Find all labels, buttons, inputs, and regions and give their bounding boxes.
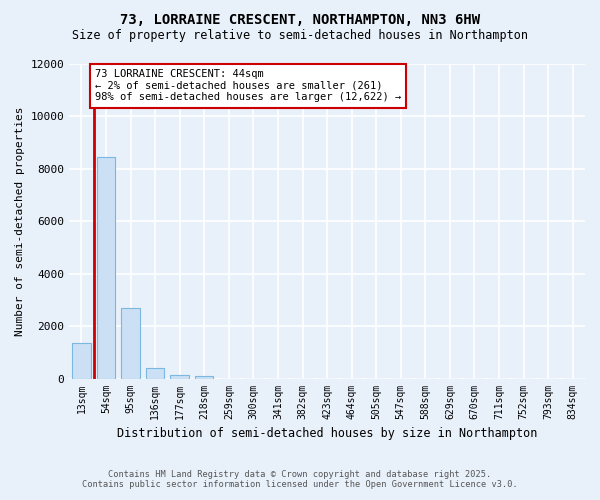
Text: 73, LORRAINE CRESCENT, NORTHAMPTON, NN3 6HW: 73, LORRAINE CRESCENT, NORTHAMPTON, NN3 … [120, 12, 480, 26]
Text: Size of property relative to semi-detached houses in Northampton: Size of property relative to semi-detach… [72, 29, 528, 42]
Text: 73 LORRAINE CRESCENT: 44sqm
← 2% of semi-detached houses are smaller (261)
98% o: 73 LORRAINE CRESCENT: 44sqm ← 2% of semi… [95, 69, 401, 102]
Bar [72, 343, 91, 378]
Y-axis label: Number of semi-detached properties: Number of semi-detached properties [15, 106, 25, 336]
Bar [97, 157, 115, 378]
X-axis label: Distribution of semi-detached houses by size in Northampton: Distribution of semi-detached houses by … [117, 427, 537, 440]
Bar [146, 368, 164, 378]
Bar [195, 376, 214, 378]
Bar [170, 375, 189, 378]
Text: Contains HM Land Registry data © Crown copyright and database right 2025.
Contai: Contains HM Land Registry data © Crown c… [82, 470, 518, 489]
Bar [121, 308, 140, 378]
